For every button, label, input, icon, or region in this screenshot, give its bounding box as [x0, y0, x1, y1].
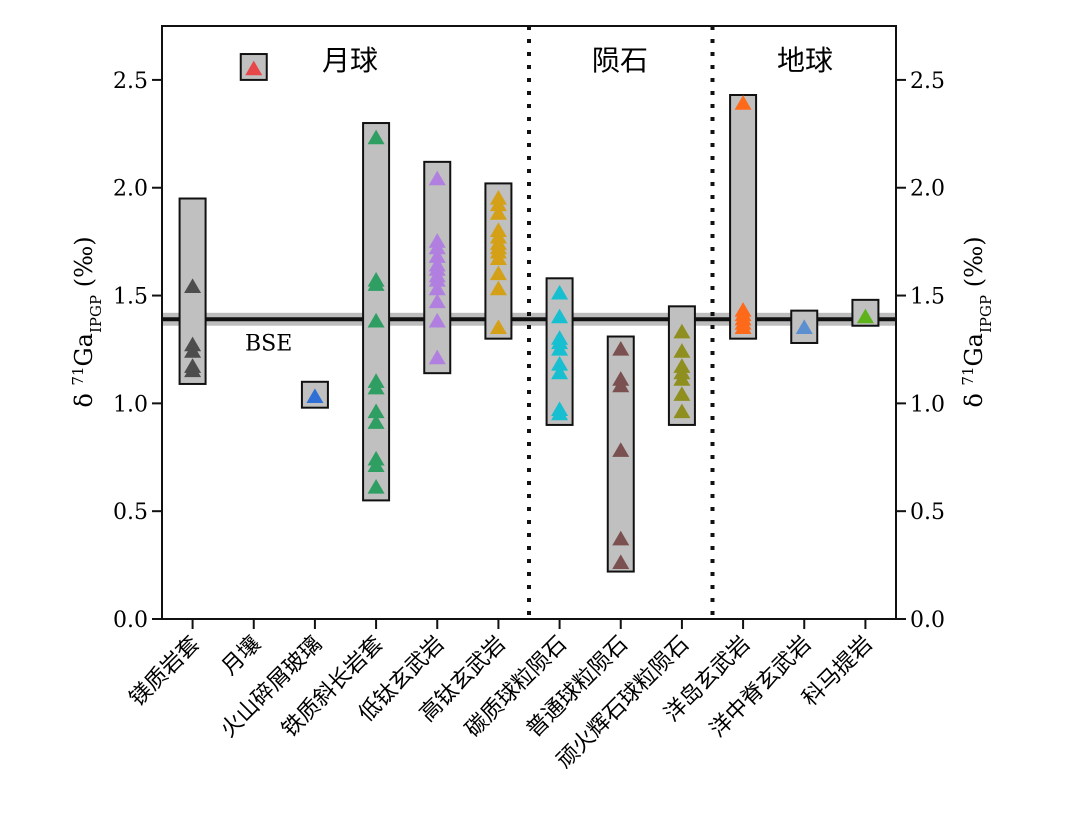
data-point-10-0 — [795, 319, 813, 335]
group-separators — [527, 26, 715, 619]
data-point-5-10 — [489, 280, 507, 296]
data-point-6-4 — [551, 340, 569, 356]
range-box-9 — [729, 94, 758, 340]
data-point-8-5 — [673, 386, 691, 401]
data-point-9-5 — [734, 319, 752, 335]
data-point-7-2 — [612, 377, 630, 393]
data-point-7-5 — [612, 554, 630, 570]
group-label-0: 月球 — [322, 44, 378, 77]
data-point-5-11 — [489, 319, 507, 335]
data-point-5-9 — [489, 265, 507, 281]
group-label-1: 陨石 — [592, 44, 648, 77]
y-tick-label-right-1: 0.5 — [910, 500, 945, 525]
data-point-3-3 — [367, 312, 385, 328]
data-point-2-0 — [306, 388, 324, 404]
data-point-4-11 — [428, 349, 446, 365]
data-point-5-2 — [489, 205, 507, 220]
y-tick-label-left-4: 2.0 — [113, 177, 148, 202]
data-points — [184, 60, 874, 570]
y-tick-label-right-2: 1.0 — [910, 392, 945, 417]
data-point-8-0 — [673, 323, 691, 339]
data-point-6-5 — [551, 356, 569, 371]
category-label-0: 镁质岩套 — [125, 632, 205, 712]
data-point-4-9 — [428, 293, 446, 309]
data-point-1-0 — [245, 60, 263, 76]
category-label-1: 月壤 — [217, 632, 266, 681]
data-point-3-0 — [367, 129, 385, 145]
data-point-7-0 — [612, 340, 630, 356]
data-point-9-0 — [734, 95, 752, 110]
y-tick-label-right-0: 0.0 — [910, 608, 945, 633]
data-point-5-1 — [489, 196, 507, 212]
data-point-7-4 — [612, 530, 630, 546]
data-point-3-10 — [367, 478, 385, 494]
data-point-6-6 — [551, 364, 569, 380]
y-tick-label-left-3: 1.5 — [113, 285, 148, 310]
y-tick-label-left-5: 2.5 — [113, 69, 148, 94]
y-tick-label-left-0: 0.0 — [113, 608, 148, 633]
group-label-2: 地球 — [777, 44, 833, 77]
range-box-3 — [362, 122, 391, 502]
data-point-0-2 — [184, 343, 202, 358]
data-point-4-3 — [428, 248, 446, 263]
data-point-11-0 — [856, 308, 874, 324]
data-point-4-2 — [428, 239, 446, 255]
data-point-4-10 — [428, 312, 446, 328]
data-point-4-0 — [428, 170, 446, 186]
data-point-8-6 — [673, 403, 691, 419]
data-point-5-8 — [489, 250, 507, 266]
plot-frame — [161, 25, 897, 620]
bse-label: BSE — [245, 331, 292, 356]
data-point-3-6 — [367, 403, 385, 419]
data-point-3-7 — [367, 414, 385, 429]
data-point-8-1 — [673, 343, 691, 358]
data-point-4-8 — [428, 280, 446, 296]
data-point-3-9 — [367, 457, 385, 473]
y-tick-label-left-1: 0.5 — [113, 500, 148, 525]
data-point-8-4 — [673, 371, 691, 386]
y-tick-label-right-4: 2.0 — [910, 177, 945, 202]
y-tick-label-right-5: 2.5 — [910, 69, 945, 94]
data-point-0-0 — [184, 278, 202, 294]
bse-layer — [162, 312, 896, 326]
y-axis-title-right: δ 71GaIPGP (‰) — [959, 236, 995, 407]
axes — [152, 25, 906, 629]
data-point-6-8 — [551, 405, 569, 421]
chart-text: BSE 0.0 0.0 0.5 0.5 1.0 1.0 1.5 1.5 2.0 2.0 2.5 2.5 镁… — [69, 44, 995, 774]
y-tick-label-right-3: 1.5 — [910, 285, 945, 310]
y-axis-title-left: δ 71GaIPGP (‰) — [69, 236, 105, 407]
data-point-6-1 — [551, 308, 569, 324]
data-point-0-4 — [184, 362, 202, 378]
data-point-7-3 — [612, 442, 630, 457]
data-point-6-0 — [551, 284, 569, 300]
data-point-4-7 — [428, 271, 446, 287]
y-tick-label-left-2: 1.0 — [113, 392, 148, 417]
data-point-3-5 — [367, 379, 385, 395]
data-point-3-2 — [367, 276, 385, 291]
